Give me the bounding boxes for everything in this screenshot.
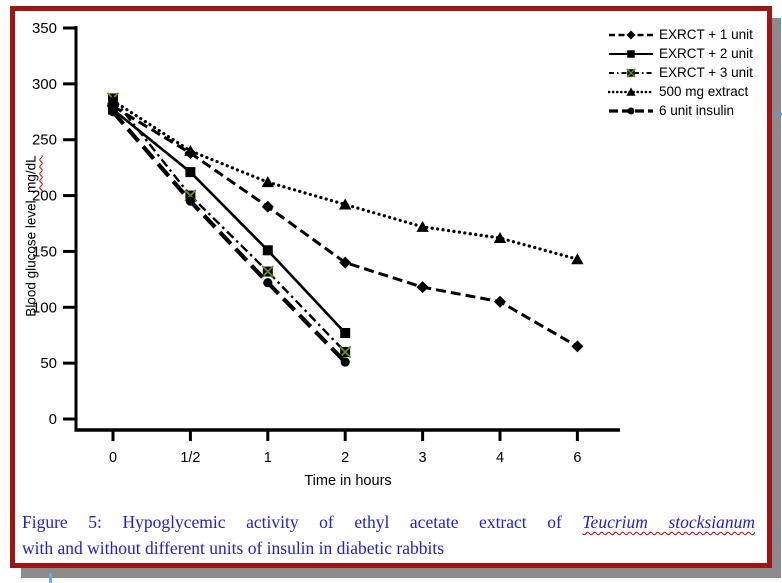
caption-text: Figure 5: Hypoglycemic activity of ethyl… [22,512,583,532]
legend-item: EXRCT + 1 unit [608,25,753,44]
y-axis-title-text: Blood glucose level [23,200,39,317]
legend-label: 6 unit insulin [659,103,735,118]
data-point-square [627,49,635,58]
data-point-circle [627,107,635,114]
page-bottom-artifact [49,573,52,583]
legend-sample-xsquare [609,67,653,78]
legend-label: EXRCT + 3 unit [659,65,753,80]
legend-item: 6 unit insulin [608,101,753,120]
legend-item: 500 mg extract [608,82,753,101]
legend-sample-triangle [608,87,654,96]
caption-line-2: with and without different units of insu… [22,538,445,558]
data-point-triangle [626,87,636,96]
species-name: Teucrium stocksianum [582,512,755,532]
chart-legend: EXRCT + 1 unit EXRCT + 2 unit EXRCT + 3 un… [608,25,753,120]
caption-line-1: Figure 5: Hypoglycemic activity of ethyl… [22,509,755,535]
data-point-diamond [626,30,636,39]
legend-label: EXRCT + 1 unit [659,27,753,42]
y-axis-unit-label: mg/dL [23,155,39,193]
x-axis-title: Time in hours [304,473,392,489]
legend-label: EXRCT + 2 unit [659,46,753,61]
legend-item: EXRCT + 2 unit [608,44,753,63]
legend-sample-circle [609,107,653,114]
right-edge-dotted-artifact [773,113,782,115]
y-axis-title: Blood glucose level mg/dL [24,155,39,316]
data-point-x-stroke [626,67,636,78]
legend-sample-square [609,49,653,58]
legend-item: EXRCT + 3 unit [608,63,753,82]
legend-label: 500 mg extract [659,84,749,99]
legend-sample-diamond [609,30,653,39]
figure-caption: Figure 5: Hypoglycemic activity of ethyl… [22,509,755,561]
